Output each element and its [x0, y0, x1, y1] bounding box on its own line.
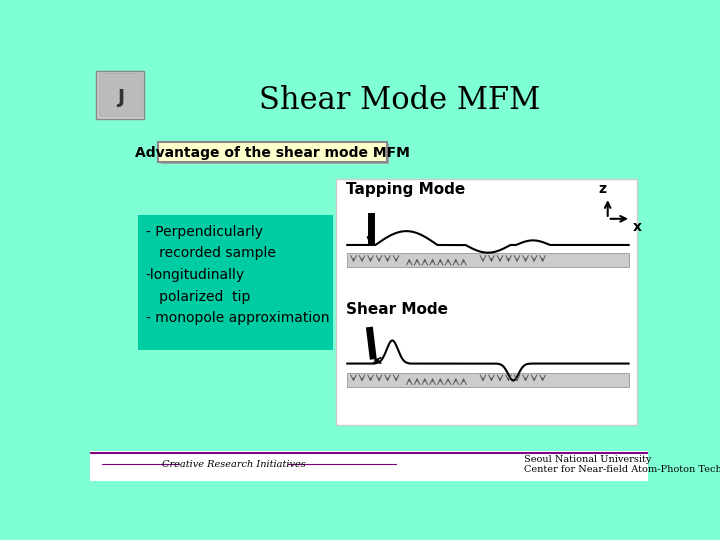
FancyBboxPatch shape: [158, 142, 387, 162]
Text: Shear Mode: Shear Mode: [346, 301, 448, 316]
Text: x: x: [634, 220, 642, 234]
FancyBboxPatch shape: [96, 71, 144, 119]
Text: Tapping Mode: Tapping Mode: [346, 182, 465, 197]
Text: Creative Research Initiatives: Creative Research Initiatives: [161, 460, 305, 469]
FancyBboxPatch shape: [158, 142, 387, 162]
FancyBboxPatch shape: [347, 373, 629, 387]
Text: polarized  tip: polarized tip: [145, 289, 250, 303]
Text: Center for Near-field Atom-Photon Technology: Center for Near-field Atom-Photon Techno…: [524, 464, 720, 474]
Text: Advantage of the shear mode MFM: Advantage of the shear mode MFM: [135, 146, 410, 160]
Text: J: J: [117, 87, 124, 106]
Text: recorded sample: recorded sample: [145, 246, 276, 260]
FancyBboxPatch shape: [138, 215, 333, 350]
FancyBboxPatch shape: [161, 144, 389, 164]
Text: Shear Mode MFM: Shear Mode MFM: [259, 85, 541, 116]
FancyBboxPatch shape: [99, 73, 142, 117]
Text: - monopole approximation: - monopole approximation: [145, 311, 329, 325]
Text: - Perpendicularly: - Perpendicularly: [145, 225, 263, 239]
Text: z: z: [598, 181, 606, 195]
Text: -longitudinally: -longitudinally: [145, 268, 245, 282]
Text: Seoul National University: Seoul National University: [524, 455, 652, 464]
FancyBboxPatch shape: [347, 253, 629, 267]
FancyBboxPatch shape: [336, 179, 637, 425]
FancyBboxPatch shape: [90, 451, 648, 481]
